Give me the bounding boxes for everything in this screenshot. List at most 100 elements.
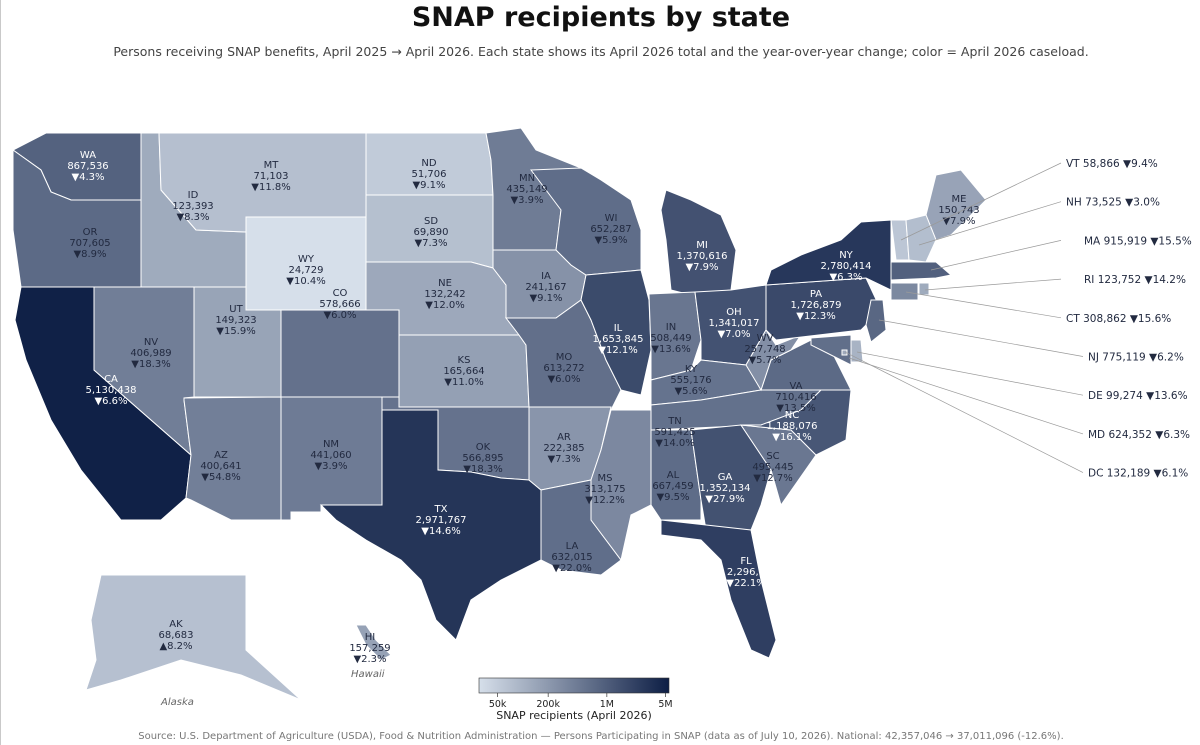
- state-label-al-abbr: AL: [667, 470, 680, 481]
- state-label-oh-value: 1,341,017: [709, 318, 760, 329]
- colorbar-ticks: 50k 200k 1M 5M: [489, 693, 673, 710]
- state-labels: WA867,536▼4.3%OR707,605▼8.9%CA5,130,438▼…: [67, 150, 979, 665]
- state-label-nc-abbr: NC: [785, 410, 799, 421]
- map-title: SNAP recipients by state: [411, 2, 791, 33]
- state-label-mn-abbr: MN: [519, 173, 535, 184]
- state-label-ar-change: ▼7.3%: [547, 454, 580, 465]
- state-label-ia-change: ▼9.1%: [529, 293, 562, 304]
- state-label-me-abbr: ME: [952, 194, 967, 205]
- state-label-tx-value: 2,971,767: [416, 515, 467, 526]
- state-label-ks-abbr: KS: [458, 355, 471, 366]
- state-label-nd-value: 51,706: [412, 169, 447, 180]
- state-label-fl-abbr: FL: [740, 556, 752, 567]
- state-label-nm-value: 441,060: [310, 450, 351, 461]
- state-label-la-value: 632,015: [551, 552, 592, 563]
- state-label-il-change: ▼12.1%: [598, 345, 637, 356]
- state-label-va-change: ▼13.5%: [776, 403, 815, 414]
- state-dc: [841, 349, 848, 356]
- state-label-ky-value: 555,176: [670, 375, 711, 386]
- state-label-nm-change: ▼3.9%: [314, 461, 347, 472]
- callout-label-nj: NJ 775,119 ▼6.2%: [1088, 352, 1184, 364]
- small-state-callouts: VT 58,866 ▼9.4% NH 73,525 ▼3.0% MA 915,919…: [844, 158, 1192, 480]
- state-label-nv-value: 406,989: [130, 348, 171, 359]
- state-label-nc-change: ▼16.1%: [772, 432, 811, 443]
- state-label-ne-change: ▼12.0%: [425, 300, 464, 311]
- state-de: [850, 339, 864, 363]
- state-label-ia-value: 241,167: [525, 282, 566, 293]
- state-label-pa-abbr: PA: [810, 289, 822, 300]
- state-label-al-change: ▼9.5%: [656, 492, 689, 503]
- colorbar: 50k 200k 1M 5M SNAP recipients (April 2026): [478, 677, 673, 722]
- source-note: Source: U.S. Department of Agriculture (…: [138, 731, 1064, 742]
- state-label-wi-abbr: WI: [605, 213, 618, 224]
- state-az: [183, 396, 282, 521]
- state-label-nd-change: ▼9.1%: [412, 180, 445, 191]
- state-label-mt-abbr: MT: [264, 160, 280, 171]
- state-label-va-value: 710,416: [775, 392, 816, 403]
- state-shapes: [12, 127, 987, 701]
- colorbar-title: SNAP recipients (April 2026): [496, 709, 652, 722]
- state-label-ar-abbr: AR: [557, 432, 571, 443]
- state-label-mn-value: 435,149: [506, 184, 547, 195]
- state-label-sc-value: 495,445: [752, 462, 793, 473]
- state-label-tn-abbr: TN: [667, 416, 682, 427]
- state-label-me-change: ▼7.9%: [942, 216, 975, 227]
- state-label-sd-abbr: SD: [424, 216, 438, 227]
- callout-label-dc: DC 132,189 ▼6.1%: [1088, 468, 1188, 480]
- state-label-ks-value: 165,664: [443, 366, 484, 377]
- state-label-ny-value: 2,780,414: [821, 261, 872, 272]
- state-label-wa-value: 867,536: [67, 161, 108, 172]
- state-label-me-value: 150,743: [938, 205, 979, 216]
- state-label-mi-change: ▼7.9%: [685, 262, 718, 273]
- state-label-az-change: ▼54.8%: [201, 472, 240, 483]
- state-label-ne-value: 132,242: [424, 289, 465, 300]
- state-wv: [745, 329, 803, 392]
- state-label-tn-change: ▼14.0%: [655, 438, 694, 449]
- state-label-ar-value: 222,385: [543, 443, 584, 454]
- state-label-or-value: 707,605: [69, 238, 110, 249]
- state-label-az-value: 400,641: [200, 461, 241, 472]
- state-label-ny-change: ▼6.3%: [829, 272, 862, 283]
- state-label-co-value: 578,666: [319, 299, 360, 310]
- state-label-sd-value: 69,890: [414, 227, 449, 238]
- callout-line-de: [856, 351, 1084, 396]
- colorbar-tick-label: 1M: [600, 699, 614, 710]
- state-label-ca-value: 5,130,438: [86, 385, 137, 396]
- state-label-id-value: 123,393: [172, 201, 213, 212]
- callout-label-vt: VT 58,866 ▼9.4%: [1066, 158, 1158, 170]
- state-label-oh-abbr: OH: [726, 307, 741, 318]
- state-label-al-value: 667,459: [652, 481, 693, 492]
- state-il: [580, 269, 652, 396]
- state-label-nm-abbr: NM: [323, 439, 339, 450]
- state-label-wa-change: ▼4.3%: [71, 172, 104, 183]
- state-label-nv-change: ▼18.3%: [131, 359, 170, 370]
- state-label-az-abbr: AZ: [214, 450, 228, 461]
- state-co: [280, 309, 400, 398]
- state-label-mt-change: ▼11.8%: [251, 182, 290, 193]
- state-label-il-value: 1,653,845: [593, 334, 644, 345]
- callout-line-ri: [924, 278, 1062, 291]
- state-label-hi-value: 157,259: [349, 643, 390, 654]
- state-ct: [890, 282, 919, 301]
- state-label-ia-abbr: IA: [541, 271, 551, 282]
- state-label-ak-change: ▲8.2%: [159, 641, 192, 652]
- state-label-wv-change: ▼5.7%: [748, 355, 781, 366]
- state-label-wv-abbr: WV: [757, 333, 774, 344]
- state-hi: [355, 624, 392, 661]
- state-label-la-change: ▼22.0%: [552, 563, 591, 574]
- state-label-il-abbr: IL: [614, 323, 623, 334]
- state-label-wy-change: ▼10.4%: [286, 276, 325, 287]
- state-label-ks-change: ▼11.0%: [444, 377, 483, 388]
- state-label-ak-abbr: AK: [169, 619, 183, 630]
- callout-label-nh: NH 73,525 ▼3.0%: [1066, 197, 1160, 209]
- state-label-id-abbr: ID: [188, 190, 199, 201]
- state-label-ga-value: 1,352,134: [700, 483, 751, 494]
- hawaii-inset-label: Hawaii: [351, 669, 385, 680]
- state-label-oh-change: ▼7.0%: [717, 329, 750, 340]
- colorbar-tick-label: 200k: [536, 699, 560, 710]
- map-subtitle: Persons receiving SNAP benefits, April 2…: [113, 44, 1089, 59]
- state-label-wa-abbr: WA: [80, 150, 96, 161]
- state-label-wv-value: 257,748: [744, 344, 785, 355]
- state-label-nc-value: 1,188,076: [767, 421, 818, 432]
